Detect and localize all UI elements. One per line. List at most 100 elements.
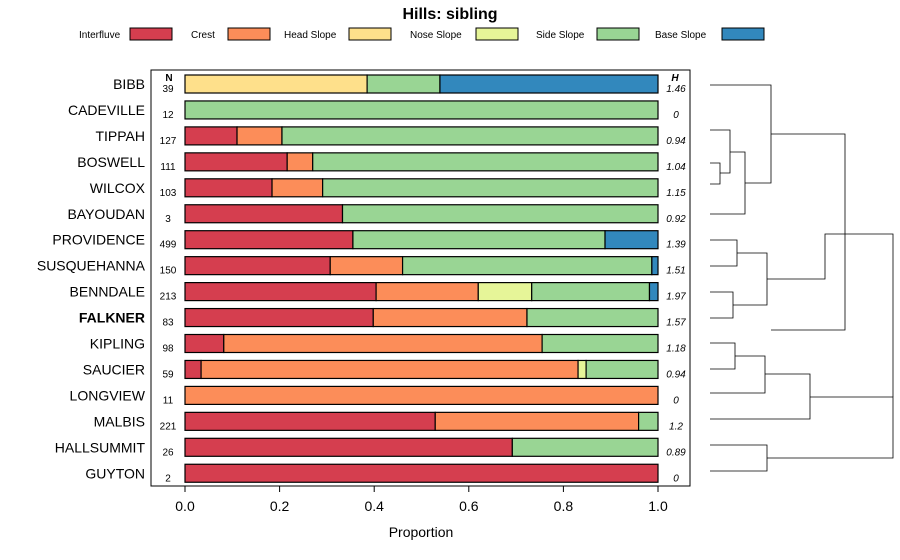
- n-value: 39: [162, 84, 174, 95]
- bar-row: BOSWELL 111 1.04: [77, 152, 686, 173]
- bar-segment: [352, 230, 606, 250]
- legend-swatch: [721, 27, 765, 41]
- n-value: 127: [160, 136, 177, 147]
- bar-segment: [434, 411, 640, 431]
- bar-segment: [184, 385, 659, 405]
- bar-row: HALLSUMMIT 26 0.89: [55, 437, 686, 458]
- bar-segment: [184, 230, 354, 250]
- legend-swatch: [129, 27, 173, 41]
- dendrogram-branch: [767, 233, 845, 280]
- bar-segment: [526, 307, 659, 328]
- h-value: 0.94: [666, 136, 686, 147]
- bar-segment: [236, 126, 283, 146]
- bar-row: WILCOX 103 1.15: [90, 178, 686, 199]
- bar-row: MALBIS 221 1.2: [94, 411, 683, 432]
- h-value: 0: [673, 473, 679, 484]
- row-label: HALLSUMMIT: [55, 439, 146, 455]
- h-value: 0: [673, 110, 679, 121]
- row-label: BOSWELL: [77, 154, 145, 170]
- bar-segment: [585, 359, 659, 380]
- dendrogram-branch: [710, 151, 746, 215]
- bar-segment: [184, 282, 377, 302]
- dendrogram-branch: [710, 444, 768, 472]
- bar-segment: [341, 204, 659, 224]
- bar-segment: [322, 178, 659, 198]
- h-value: 1.18: [666, 344, 686, 355]
- bar-segment: [577, 359, 587, 380]
- bar-rows: BIBB 39 1.46 CADEVILLE 12 0 TIPPAH 127 0.94 BOSWE…: [37, 74, 686, 484]
- dendrogram-branch: [710, 342, 736, 370]
- dendrogram-branch: [710, 162, 721, 185]
- bar-row: PROVIDENCE 499 1.39: [52, 230, 686, 251]
- row-label: TIPPAH: [95, 128, 145, 144]
- bar-segment: [372, 307, 528, 328]
- bar-segment: [184, 307, 374, 328]
- bar-row: GUYTON 2 0: [85, 463, 679, 484]
- bar-segment: [200, 359, 579, 380]
- x-axis-label: Proportion: [389, 524, 454, 540]
- h-value: 1.2: [669, 421, 683, 432]
- h-value: 0: [673, 395, 679, 406]
- h-value: 1.15: [666, 188, 686, 199]
- dendrogram-branch: [710, 373, 811, 420]
- n-value: 59: [162, 369, 174, 380]
- bar-row: FALKNER 83 1.57: [79, 307, 686, 329]
- h-value: 1.57: [666, 318, 686, 329]
- dendrogram-branch: [710, 129, 731, 174]
- dendrogram-branch: [710, 239, 738, 267]
- n-value: 213: [160, 292, 177, 303]
- n-header: N: [165, 73, 172, 84]
- n-value: 221: [160, 421, 177, 432]
- x-tick-label: 1.0: [648, 498, 668, 514]
- h-value: 1.97: [666, 292, 686, 303]
- row-label: BAYOUDAN: [67, 206, 145, 222]
- bar-row: BAYOUDAN 3 0.92: [67, 204, 686, 225]
- n-value: 3: [165, 214, 171, 225]
- bar-segment: [329, 256, 404, 276]
- bar-segment: [184, 126, 238, 146]
- n-value: 499: [160, 240, 177, 251]
- n-value: 150: [160, 266, 177, 277]
- bar-segment: [184, 333, 225, 354]
- dendrogram-branch: [710, 84, 772, 184]
- bar-segment: [223, 333, 543, 354]
- bar-segment: [541, 333, 659, 354]
- bar-segment: [477, 282, 533, 302]
- h-value: 1.39: [666, 240, 686, 251]
- dendrogram-branch: [733, 252, 768, 306]
- bar-row: TIPPAH 127 0.94: [95, 126, 686, 147]
- bar-row: SUSQUEHANNA 150 1.51: [37, 256, 686, 277]
- dendrogram-branch: [845, 233, 894, 397]
- bar-row: BENNDALE 213 1.97: [70, 282, 686, 303]
- dendrogram: [710, 84, 894, 472]
- row-label: SUSQUEHANNA: [37, 258, 146, 274]
- bar-segment: [184, 359, 202, 380]
- bar-segment: [184, 463, 659, 483]
- dendrogram-branch: [710, 355, 766, 394]
- bar-segment: [312, 152, 659, 172]
- x-tick-label: 0.8: [554, 498, 574, 514]
- chart-title: Hills: sibling: [402, 6, 497, 23]
- row-label: SAUCIER: [83, 361, 145, 377]
- legend-swatch: [227, 27, 271, 41]
- row-label: LONGVIEW: [70, 387, 146, 403]
- bar-segment: [401, 256, 653, 276]
- x-axis: 0.0 0.2 0.4 0.6 0.8 1.0: [175, 486, 668, 514]
- dendrogram-branch: [767, 396, 894, 459]
- bar-segment: [184, 74, 368, 94]
- row-label: CADEVILLE: [68, 102, 145, 118]
- n-value: 111: [160, 162, 176, 173]
- bar-segment: [531, 282, 651, 302]
- bar-segment: [184, 411, 436, 431]
- row-label: BENNDALE: [70, 284, 145, 300]
- h-value: 1.04: [666, 162, 686, 173]
- n-value: 26: [162, 447, 174, 458]
- n-value: 2: [165, 473, 171, 484]
- bar-segment: [375, 282, 479, 302]
- bar-row: BIBB 39 1.46: [113, 74, 686, 95]
- legend-label: Side Slope: [536, 30, 585, 41]
- bar-segment: [184, 437, 513, 457]
- dendrogram-branch: [771, 133, 846, 331]
- bar-row: SAUCIER 59 0.94: [83, 359, 686, 380]
